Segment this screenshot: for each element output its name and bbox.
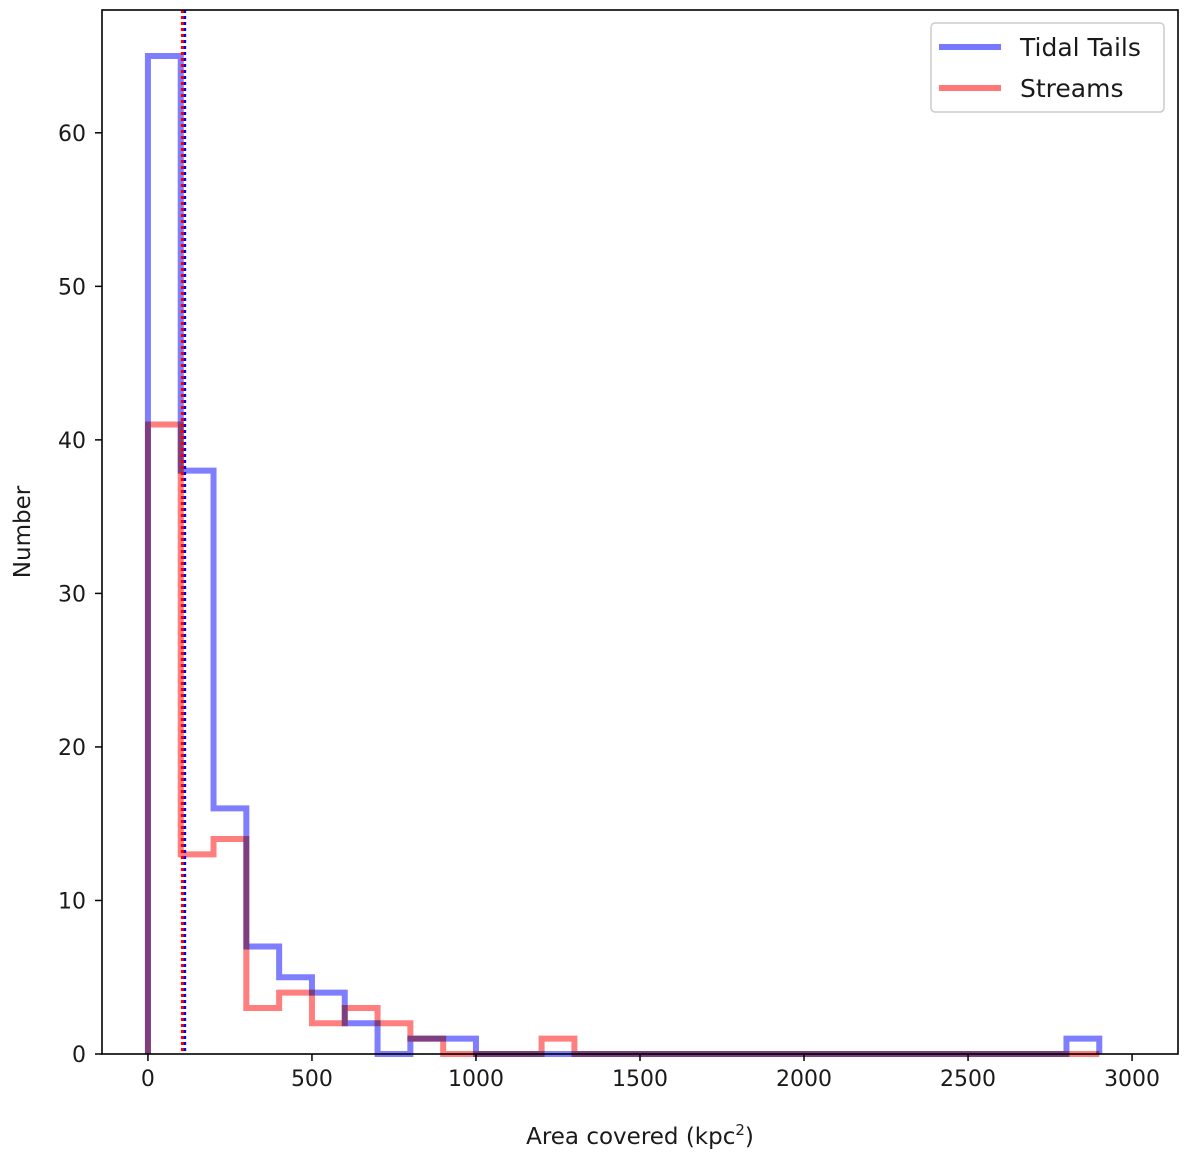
y-tick-label: 10 bbox=[58, 889, 86, 914]
y-tick-label: 0 bbox=[72, 1043, 86, 1068]
y-tick-label: 20 bbox=[58, 736, 86, 761]
x-axis-label: Area covered (kpc2) bbox=[526, 1121, 754, 1150]
y-tick-label: 50 bbox=[58, 275, 86, 300]
x-axis-ticks: 0 500 1000 1500 2000 2500 3000 bbox=[141, 1054, 1160, 1092]
y-axis-label: Number bbox=[10, 485, 36, 578]
x-tick-label: 2000 bbox=[776, 1067, 832, 1092]
legend-label-tidal-tails: Tidal Tails bbox=[1019, 33, 1141, 62]
x-tick-label: 1500 bbox=[612, 1067, 668, 1092]
legend: Tidal Tails Streams bbox=[930, 22, 1165, 113]
x-tick-label: 3000 bbox=[1104, 1067, 1160, 1092]
y-tick-label: 60 bbox=[58, 122, 86, 147]
x-tick-label: 0 bbox=[141, 1067, 155, 1092]
y-axis-ticks: 0 10 20 30 40 50 60 bbox=[58, 122, 102, 1068]
x-tick-label: 2500 bbox=[940, 1067, 996, 1092]
legend-label-streams: Streams bbox=[1020, 74, 1123, 103]
y-tick-label: 30 bbox=[58, 582, 86, 607]
x-tick-label: 1000 bbox=[448, 1067, 504, 1092]
median-lines bbox=[180, 10, 187, 1054]
x-tick-label: 500 bbox=[291, 1067, 333, 1092]
y-tick-label: 40 bbox=[58, 429, 86, 454]
